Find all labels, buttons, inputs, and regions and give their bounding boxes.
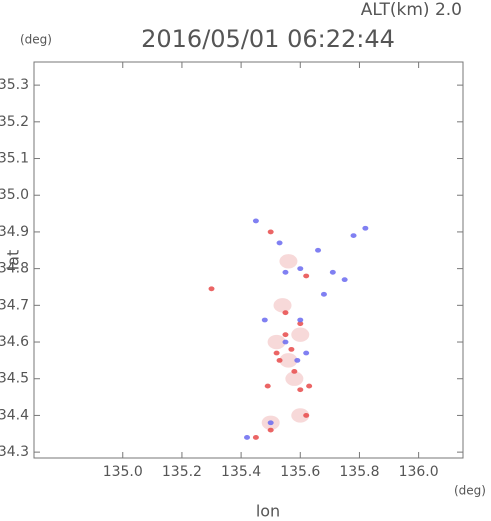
y-tick-label: 34.8 — [0, 261, 29, 277]
radar-echo — [282, 310, 289, 316]
x-tick-label: 135.4 — [221, 464, 261, 480]
y-tick-label: 34.6 — [0, 334, 29, 350]
x-tick-label: 135.0 — [103, 464, 143, 480]
radar-echo — [282, 269, 289, 275]
y-label: lat — [4, 250, 23, 271]
y-tick-label: 34.5 — [0, 371, 29, 387]
radar-echo — [267, 420, 274, 426]
plot-frame — [33, 61, 464, 459]
radar-echo — [329, 269, 336, 275]
radar-echo — [285, 371, 304, 386]
y-unit: (deg) — [20, 33, 52, 47]
radar-echo — [273, 350, 280, 356]
y-tick-label: 35.1 — [0, 151, 29, 167]
y-tick-label: 34.4 — [0, 407, 29, 423]
radar-echo — [282, 339, 289, 345]
radar-echo — [341, 277, 348, 283]
y-tick-label: 34.9 — [0, 224, 29, 240]
radar-echo — [297, 387, 304, 393]
radar-echo — [291, 327, 310, 342]
radar-echo — [252, 435, 259, 440]
radar-echo — [306, 383, 313, 389]
radar-echo — [252, 218, 259, 224]
radar-echo — [261, 317, 268, 323]
radar-echo — [297, 321, 304, 327]
radar-echo — [276, 240, 283, 246]
radar-echo — [291, 368, 298, 374]
radar-echo — [291, 408, 310, 423]
x-tick-label: 135.8 — [339, 464, 379, 480]
y-tick-label: 35.3 — [0, 77, 29, 93]
radar-echo — [303, 273, 310, 279]
chart-title: 2016/05/01 06:22:44 — [141, 25, 395, 53]
radar-echo — [315, 247, 322, 253]
radar-echo — [297, 266, 304, 272]
y-tick-label: 34.3 — [0, 444, 29, 460]
x-tick-label: 136.0 — [399, 464, 439, 480]
y-tick-label: 34.7 — [0, 297, 29, 313]
radar-echo — [362, 225, 369, 231]
radar-echo — [294, 357, 301, 363]
x-tick-label: 135.2 — [162, 464, 202, 480]
radar-echo — [244, 435, 251, 440]
y-tick-label: 35.0 — [0, 187, 29, 203]
y-tick-label: 35.2 — [0, 114, 29, 130]
radar-echo — [273, 298, 292, 313]
radar-echo — [320, 291, 327, 297]
radar-echo — [276, 357, 283, 363]
radar-echo — [264, 383, 271, 389]
x-tick-label: 135.6 — [280, 464, 320, 480]
radar-echo — [267, 334, 286, 350]
radar-echo — [297, 317, 304, 323]
radar-echo — [303, 413, 310, 418]
subtitle: ALT(km) 2.0 — [361, 0, 462, 20]
radar-echo — [208, 286, 215, 292]
radar-echo — [267, 229, 274, 235]
radar-echo — [350, 233, 357, 238]
radar-echo — [267, 427, 274, 433]
radar-echo — [279, 353, 298, 368]
radar-echo — [288, 346, 295, 352]
radar-echo — [282, 332, 289, 338]
x-unit: (deg) — [454, 484, 486, 498]
radar-echo — [303, 350, 310, 356]
x-label: lon — [256, 502, 280, 521]
radar-echo — [279, 254, 298, 269]
